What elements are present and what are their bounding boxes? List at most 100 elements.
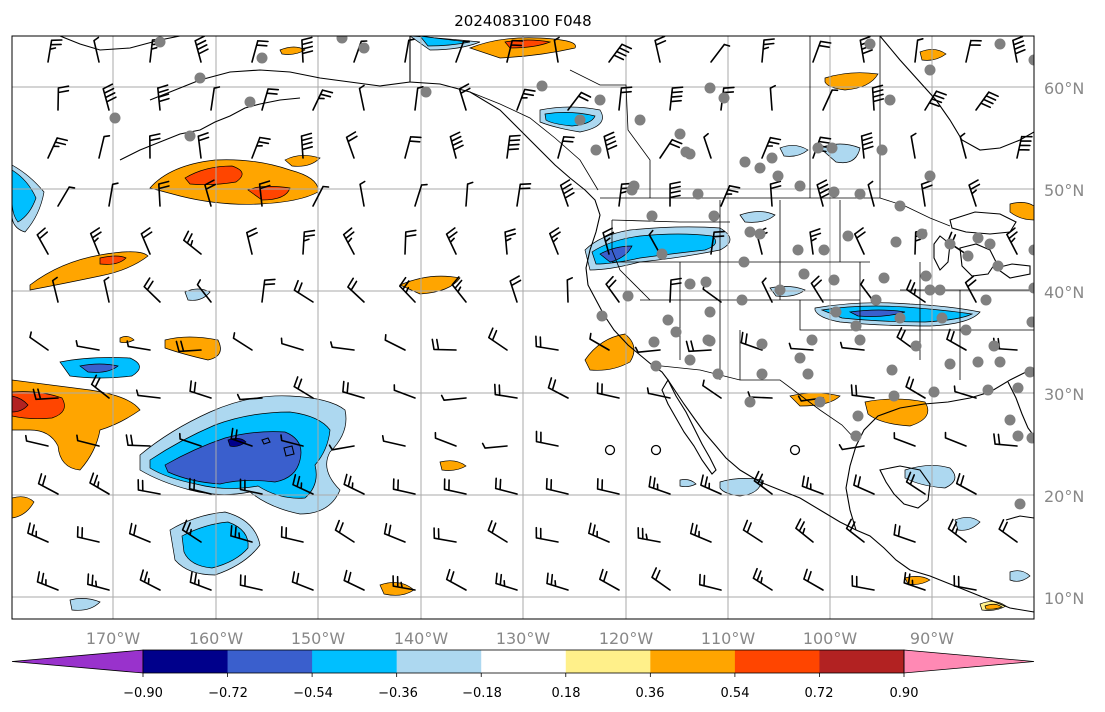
station-marker [850,430,862,442]
wind-barb [669,277,682,303]
wind-barb [839,341,865,351]
wind-barb [384,334,406,351]
wind-barb [125,434,151,447]
station-marker [1028,282,1034,294]
station-marker [704,82,716,94]
station-marker [536,80,548,92]
wind-barb [589,332,610,351]
wind-barb [854,227,866,255]
shaded-region [12,395,29,413]
station-marker [774,284,786,296]
station-marker [622,290,634,302]
station-marker [886,364,898,376]
station-marker [1014,498,1026,510]
station-marker [596,310,608,322]
wind-barb [906,279,926,303]
wind-barb [258,180,271,207]
wind-barb [494,477,518,495]
wind-barb [47,39,63,63]
wind-barb [108,182,119,207]
wind-barb [998,519,1018,543]
station-marker [794,180,806,192]
wind-barb [838,444,865,451]
station-marker [852,410,864,422]
wind-barb [535,335,559,351]
wind-barb [509,275,522,303]
station-marker [739,156,751,168]
wind-barb [139,569,161,591]
wind-barb [47,137,68,159]
wind-barb [549,227,561,255]
station-marker [754,162,766,174]
wind-barb [431,338,457,351]
wind-barb [230,525,253,543]
colorbar-segment [565,650,651,673]
station-marker [1012,382,1024,394]
wind-barb [51,276,59,303]
wind-barb [455,40,470,63]
wind-barb [618,86,633,111]
station-marker [876,144,888,156]
station-marker [960,324,972,336]
wind-barb [1006,227,1018,255]
wind-barb [293,376,314,399]
wind-barb [188,477,212,495]
station-marker [358,42,370,54]
map-panel [11,35,1035,620]
colorbar-segment [734,650,820,673]
wind-barb [312,185,330,207]
wind-barb [445,568,467,591]
wind-barb [689,522,712,543]
wind-barb [102,83,117,111]
station-marker [916,228,928,240]
station-marker [700,276,712,288]
map-title: 2024083100 F048 [454,12,591,30]
station-marker [662,314,674,326]
shaded-region [1009,202,1034,221]
station-marker [704,306,716,318]
wind-barb [506,134,521,159]
wind-barb [149,133,161,159]
shaded-region [12,496,35,519]
wind-barb [89,472,110,495]
station-marker [744,396,756,408]
wind-barb [197,132,210,159]
shaded-region [12,169,37,223]
wind-barb [280,337,304,351]
wind-barb [27,522,49,543]
wind-barb [157,84,170,111]
wind-barb [126,340,151,351]
wind-barb [399,276,416,303]
wind-barb [76,526,100,543]
station-marker [754,228,766,240]
shaded-region [599,245,633,263]
wind-barb [816,179,831,207]
wind-barb [236,393,263,401]
lon-label: 110°W [701,629,756,648]
shaded-region [164,336,221,361]
station-marker [590,144,602,156]
shaded-region [1009,570,1031,582]
wind-barb [57,186,76,207]
station-marker [936,312,948,324]
wind-barb [822,89,839,111]
wind-barb [947,518,967,543]
wind-barb [1012,36,1026,63]
station-marker [828,186,840,198]
wind-barb [194,36,209,63]
wind-barb [703,132,712,159]
station-marker [894,200,906,212]
wind-barb [646,387,671,399]
calm-wind-marker [650,444,662,456]
calm-wind-marker [604,444,616,456]
station-marker [194,72,206,84]
lon-label: 160°W [189,629,244,648]
wind-barb [179,432,202,447]
wind-barb [893,523,916,543]
wind-barb [516,88,536,111]
shaded-region [584,333,635,371]
wind-barb [637,527,661,543]
wind-barb [740,331,763,351]
station-marker [794,352,806,364]
